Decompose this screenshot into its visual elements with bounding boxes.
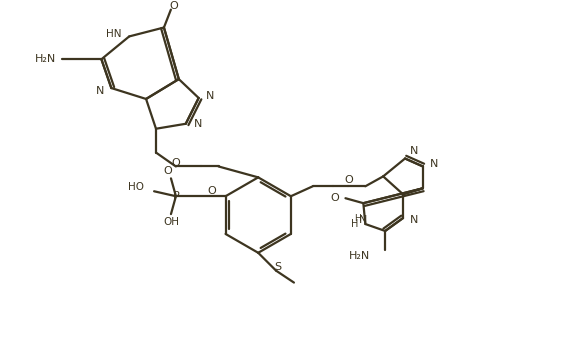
- Text: P: P: [173, 191, 179, 201]
- Text: O: O: [344, 175, 353, 185]
- Text: N: N: [96, 86, 104, 96]
- Text: H: H: [354, 214, 360, 223]
- Text: N: N: [410, 145, 418, 155]
- Text: O: O: [207, 186, 216, 196]
- Text: N: N: [193, 119, 202, 129]
- Text: N: N: [205, 91, 214, 101]
- Text: H: H: [351, 219, 358, 229]
- Text: O: O: [172, 158, 180, 168]
- Text: HN: HN: [106, 29, 121, 39]
- Text: OH: OH: [163, 217, 179, 227]
- Text: H₂N: H₂N: [349, 251, 370, 261]
- Text: O: O: [331, 193, 339, 203]
- Text: S: S: [274, 262, 282, 272]
- Text: N: N: [410, 215, 418, 225]
- Text: O: O: [164, 167, 172, 176]
- Text: H₂N: H₂N: [34, 54, 56, 64]
- Text: N: N: [430, 159, 438, 169]
- Text: N: N: [359, 215, 367, 225]
- Text: O: O: [169, 1, 179, 11]
- Text: HO: HO: [128, 182, 144, 192]
